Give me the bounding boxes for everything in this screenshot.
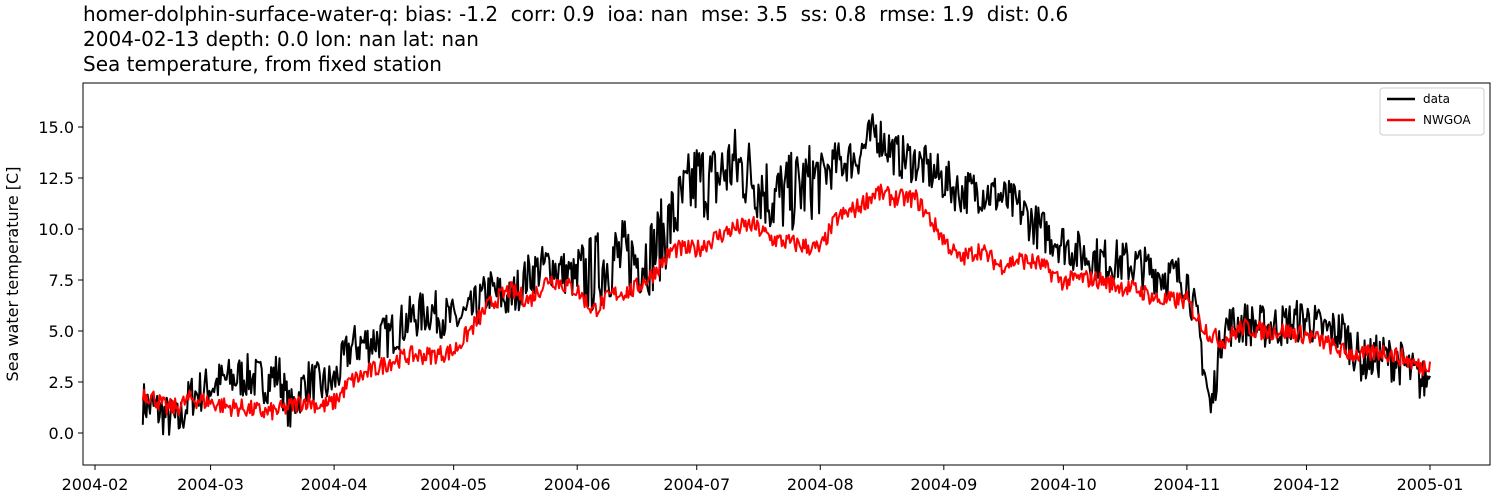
legend-data-label: data [1423, 92, 1450, 106]
x-tick-label: 2004-11 [1153, 475, 1220, 494]
y-tick-label: 0.0 [49, 424, 74, 443]
legend: data NWGOA [1379, 87, 1485, 136]
chart-title-block: homer-dolphin-surface-water-q: bias: -1.… [83, 2, 1068, 77]
x-tick-label: 2004-09 [910, 475, 977, 494]
x-tick-label: 2004-05 [420, 475, 487, 494]
x-tick-label: 2004-02 [62, 475, 129, 494]
y-tick-label: 5.0 [49, 322, 74, 341]
x-tick-label: 2004-04 [301, 475, 368, 494]
y-tick-label: 15.0 [38, 118, 74, 137]
legend-model-label: NWGOA [1423, 113, 1471, 127]
y-axis: 0.0 2.5 5.0 7.5 10.0 12.5 15.0 [38, 118, 83, 443]
y-tick-label: 7.5 [49, 271, 74, 290]
x-tick-label: 2004-07 [663, 475, 730, 494]
series-layer [141, 113, 1431, 436]
chart-title-description: Sea temperature, from fixed station [83, 52, 442, 76]
y-axis-label: Sea water temperature [C] [3, 167, 22, 382]
x-tick-label: 2004-03 [177, 475, 244, 494]
y-tick-label: 12.5 [38, 169, 74, 188]
x-tick-label: 2004-12 [1273, 475, 1340, 494]
x-axis: 2004-02 2004-03 2004-04 2004-05 2004-06 2004-… [62, 465, 1464, 494]
x-tick-label: 2004-06 [544, 475, 611, 494]
y-tick-label: 10.0 [38, 220, 74, 239]
chart-title-stats: homer-dolphin-surface-water-q: bias: -1.… [83, 2, 1069, 26]
nwgoa-series-line [141, 183, 1431, 421]
y-tick-label: 2.5 [49, 373, 74, 392]
x-tick-label: 2004-10 [1030, 475, 1097, 494]
x-tick-label: 2005-01 [1397, 475, 1464, 494]
plot-frame [82, 82, 1491, 466]
x-tick-label: 2004-08 [787, 475, 854, 494]
chart-title-station-info: 2004-02-13 depth: 0.0 lon: nan lat: nan [83, 27, 479, 51]
data-series-line [141, 113, 1431, 436]
